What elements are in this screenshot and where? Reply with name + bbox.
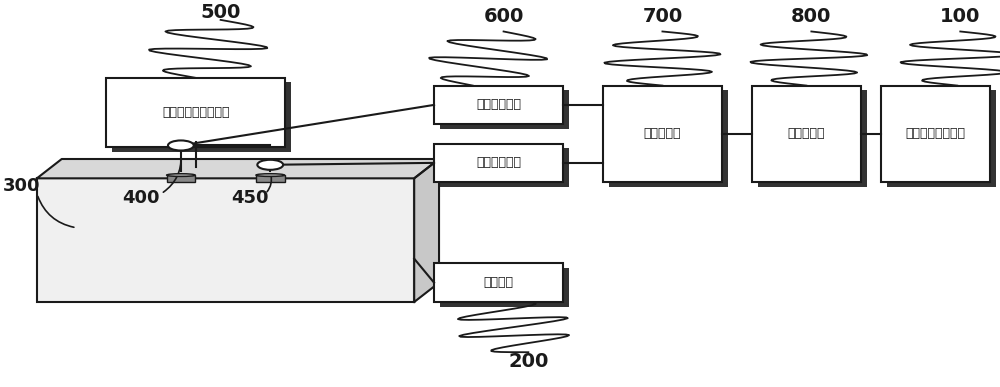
FancyBboxPatch shape — [752, 86, 861, 182]
FancyBboxPatch shape — [434, 86, 563, 124]
Text: 700: 700 — [642, 7, 683, 26]
FancyBboxPatch shape — [434, 263, 563, 302]
FancyBboxPatch shape — [881, 86, 990, 182]
Polygon shape — [414, 159, 439, 302]
Text: 信号放大器: 信号放大器 — [644, 127, 681, 140]
Text: 信号线变换器: 信号线变换器 — [476, 98, 521, 111]
FancyBboxPatch shape — [603, 86, 722, 182]
Polygon shape — [37, 159, 439, 178]
FancyBboxPatch shape — [440, 148, 569, 187]
Text: 激振装置: 激振装置 — [484, 276, 514, 289]
Text: 地震资料处理机构: 地震资料处理机构 — [905, 127, 965, 140]
FancyBboxPatch shape — [434, 144, 563, 182]
Text: 传感器电源供应装置: 传感器电源供应装置 — [162, 106, 230, 119]
FancyBboxPatch shape — [106, 78, 285, 147]
Ellipse shape — [256, 174, 285, 176]
Text: 400: 400 — [122, 188, 160, 207]
FancyBboxPatch shape — [440, 90, 569, 129]
Text: 200: 200 — [508, 353, 549, 372]
FancyBboxPatch shape — [609, 90, 728, 187]
FancyBboxPatch shape — [167, 175, 195, 182]
FancyBboxPatch shape — [37, 178, 414, 302]
Text: 300: 300 — [3, 177, 41, 195]
Text: 500: 500 — [200, 3, 241, 22]
FancyBboxPatch shape — [440, 268, 569, 307]
Circle shape — [257, 160, 283, 170]
Text: 100: 100 — [940, 7, 980, 26]
Circle shape — [168, 140, 194, 151]
Text: 450: 450 — [232, 188, 269, 207]
FancyBboxPatch shape — [758, 90, 867, 187]
FancyBboxPatch shape — [887, 90, 996, 187]
Text: 600: 600 — [483, 7, 524, 26]
Ellipse shape — [167, 174, 195, 176]
Text: 信号线变换器: 信号线变换器 — [476, 156, 521, 170]
FancyBboxPatch shape — [256, 175, 285, 182]
Text: 地震记录仪: 地震记录仪 — [788, 127, 825, 140]
Text: 800: 800 — [791, 7, 832, 26]
FancyBboxPatch shape — [112, 82, 291, 152]
